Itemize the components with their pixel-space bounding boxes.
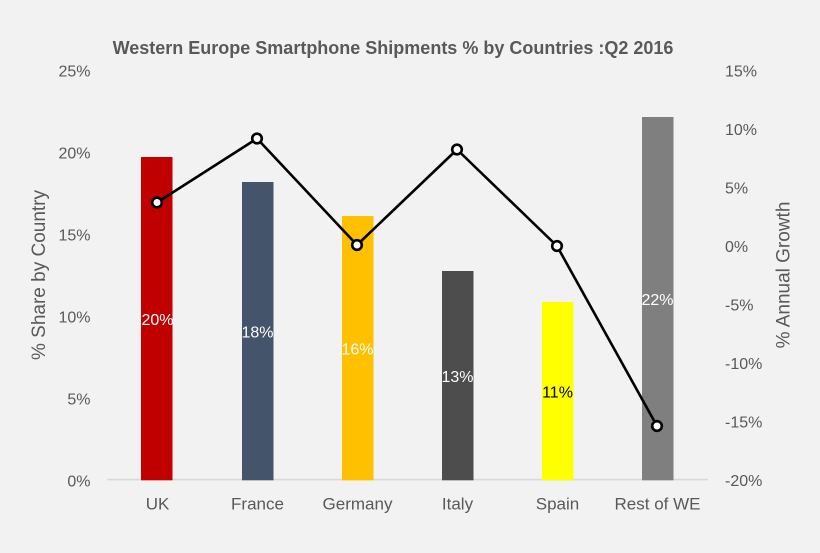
svg-text:5%: 5% xyxy=(67,392,90,409)
svg-text:-15%: -15% xyxy=(725,415,762,432)
svg-text:11%: 11% xyxy=(542,385,573,402)
svg-text:16%: 16% xyxy=(341,342,373,359)
svg-text:Italy: Italy xyxy=(442,495,474,514)
svg-text:% Share by Country: % Share by Country xyxy=(29,189,50,360)
svg-text:25%: 25% xyxy=(58,64,90,81)
svg-text:France: France xyxy=(231,495,284,514)
svg-text:15%: 15% xyxy=(725,64,757,81)
svg-text:Spain: Spain xyxy=(536,495,579,514)
svg-text:22%: 22% xyxy=(641,292,673,309)
svg-text:5%: 5% xyxy=(725,181,748,198)
svg-text:18%: 18% xyxy=(241,325,273,342)
svg-text:UK: UK xyxy=(146,495,170,514)
svg-text:15%: 15% xyxy=(58,228,90,245)
svg-text:20%: 20% xyxy=(58,146,90,163)
svg-text:Germany: Germany xyxy=(323,495,393,514)
svg-text:% Annual Growth: % Annual Growth xyxy=(774,202,795,349)
svg-text:-20%: -20% xyxy=(725,473,762,490)
svg-text:13%: 13% xyxy=(441,369,473,386)
svg-text:-5%: -5% xyxy=(725,298,753,315)
svg-text:-10%: -10% xyxy=(725,356,762,373)
svg-text:Western Europe Smartphone Ship: Western Europe Smartphone Shipments % by… xyxy=(113,38,674,58)
svg-text:0%: 0% xyxy=(67,474,90,491)
svg-text:10%: 10% xyxy=(725,122,757,139)
svg-text:Rest of WE: Rest of WE xyxy=(615,495,701,514)
svg-text:10%: 10% xyxy=(58,310,90,327)
svg-text:0%: 0% xyxy=(725,239,748,256)
svg-text:20%: 20% xyxy=(141,312,173,329)
